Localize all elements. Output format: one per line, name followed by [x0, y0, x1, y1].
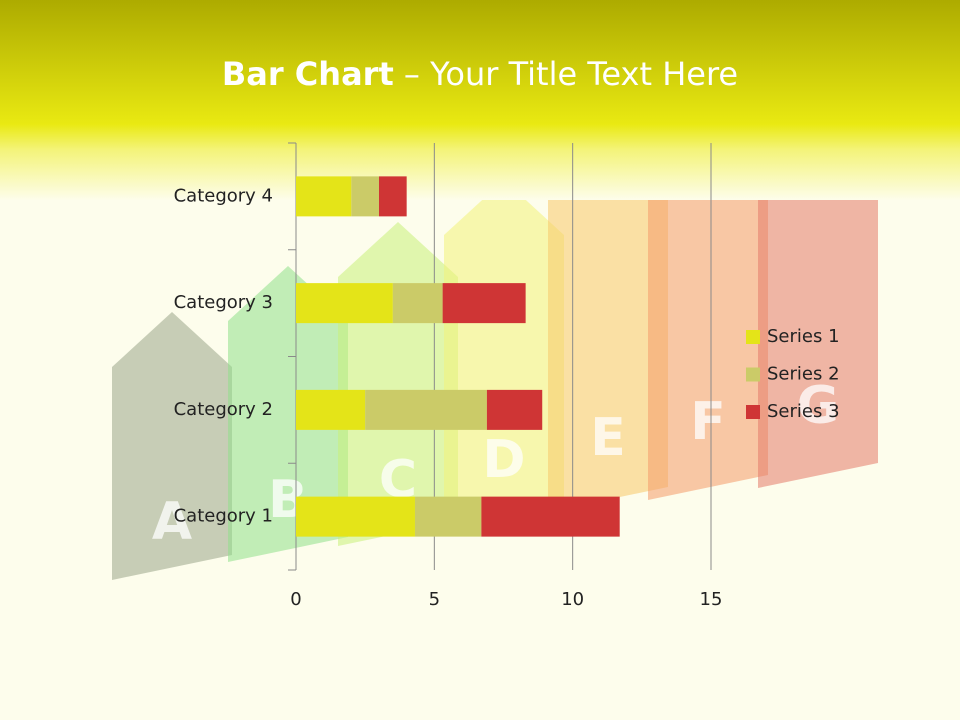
title-bold: Bar Chart — [222, 55, 394, 93]
bar-segment — [442, 283, 526, 324]
x-tick-label: 15 — [700, 589, 723, 610]
bar-segment — [296, 283, 393, 324]
bar-segment — [296, 389, 366, 430]
legend-label: Series 3 — [767, 401, 840, 422]
legend-swatch — [746, 367, 760, 382]
legend-swatch — [746, 405, 760, 419]
arrow-shape — [228, 266, 348, 562]
y-tick-label: Category 2 — [174, 399, 273, 420]
x-tick-label: 0 — [290, 589, 301, 610]
bar-segment — [296, 496, 415, 537]
arrow-shape — [444, 180, 564, 530]
arrow-shape — [112, 312, 232, 580]
bar-segment — [414, 496, 482, 537]
y-tick-label: Category 1 — [174, 506, 273, 527]
legend-label: Series 2 — [767, 364, 840, 385]
legend-swatch — [746, 330, 760, 344]
arrow-letter: A — [152, 492, 192, 552]
arrow-letter: G — [797, 376, 840, 436]
bar-segment — [365, 389, 487, 430]
bar-segment — [296, 176, 352, 217]
header-band — [0, 0, 960, 200]
y-tick-label: Category 3 — [174, 292, 273, 313]
bar-segment — [481, 496, 620, 537]
x-tick-label: 10 — [561, 589, 584, 610]
arrow-shape — [548, 138, 668, 512]
bar-segment — [486, 389, 543, 430]
chart: 0 5 10 15 Category 1 Category 2 Category 3 Cate… — [174, 142, 840, 610]
x-tick-label: 5 — [429, 589, 440, 610]
arrow-letter: F — [690, 392, 726, 452]
bar-segment — [351, 176, 379, 217]
legend-label: Series 1 — [767, 326, 840, 347]
slide-title: Bar Chart – Your Title Text Here — [222, 55, 738, 93]
y-tick-label: Category 4 — [174, 185, 273, 206]
title-rest: – Your Title Text Here — [394, 55, 738, 93]
arrow-letter: E — [590, 408, 626, 468]
arrow-letter: D — [482, 430, 525, 490]
bar-segment — [379, 176, 407, 217]
bar-segment — [392, 283, 443, 324]
